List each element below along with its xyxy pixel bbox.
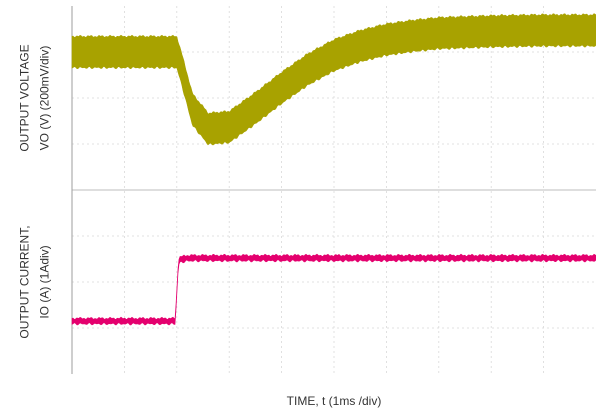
voltage-trace <box>71 13 596 146</box>
current-axis-label-line1: OUTPUT CURRENT, <box>17 225 32 339</box>
current-axis-label-line2: IO (A) (1Adiv) <box>37 245 52 319</box>
voltage-axis-label-line2: VO (V) (200mV/div) <box>36 45 51 151</box>
voltage-axis-label-line1: OUTPUT VOLTAGE <box>17 44 32 152</box>
traces <box>71 13 596 326</box>
x-axis-label: TIME, t (1ms /div) <box>286 394 382 408</box>
current-trace <box>71 253 596 326</box>
